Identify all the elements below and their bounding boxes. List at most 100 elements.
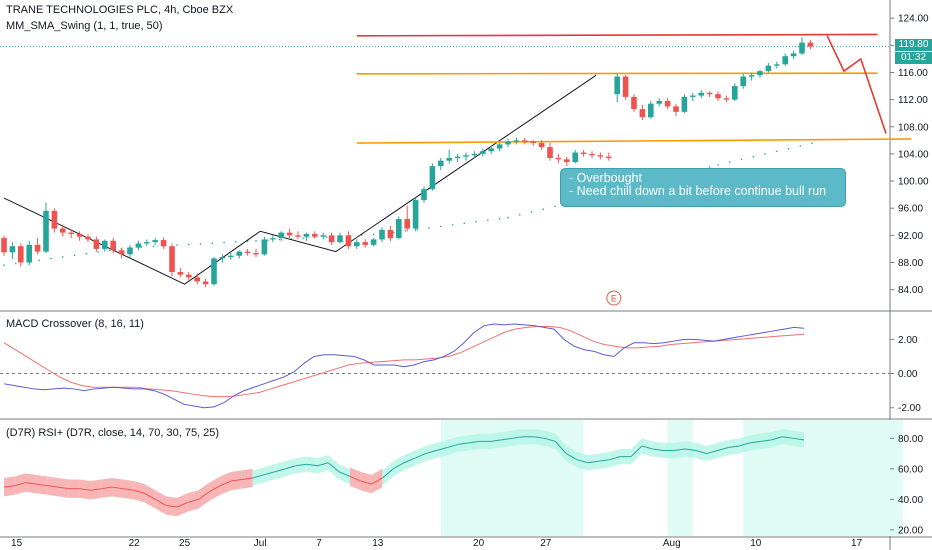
candle-body: [782, 56, 788, 65]
rsi-line-segment: [338, 471, 351, 477]
rsi-line-segment: [490, 439, 502, 442]
rsi-line-segment: [79, 488, 91, 491]
candle-body: [438, 160, 444, 167]
candle-body: [454, 156, 461, 158]
sma-dot: [85, 252, 88, 255]
candle-body: [387, 229, 394, 239]
candle-body: [286, 232, 293, 236]
rsi-line-segment: [436, 446, 448, 452]
rsi-line-segment: [306, 463, 318, 467]
rsi-line-segment: [728, 445, 740, 448]
sma-dot: [188, 243, 190, 246]
candle-body: [555, 157, 562, 160]
candle-body: [488, 148, 494, 152]
rsi-line-segment: [155, 498, 167, 506]
countdown-tag: 01:32: [895, 52, 932, 64]
annotation-line-2: - Need chill down a bit before continue …: [569, 184, 827, 198]
sma-dot: [530, 211, 533, 213]
rsi-line-segment: [554, 441, 567, 454]
rsi-line-segment: [101, 486, 113, 490]
sma-dot: [255, 239, 257, 242]
sma-dot: [14, 262, 17, 265]
sma-dot: [266, 239, 269, 241]
price-axis-label: 96.00: [898, 204, 923, 215]
candle-body: [362, 242, 368, 245]
price-axis-label: 124.00: [898, 14, 929, 25]
time-axis-label: 27: [540, 538, 552, 549]
candle-body: [127, 247, 133, 255]
sma-dot: [811, 142, 813, 145]
rsi-pane-title: (D7R) RSI+ (D7R, close, 14, 70, 30, 75, …: [6, 427, 220, 439]
candle-body: [370, 239, 377, 245]
sma-dot: [140, 246, 143, 248]
sma-dot: [451, 224, 454, 226]
candle-body: [606, 156, 612, 158]
rsi-line-segment: [652, 448, 664, 452]
candle-body: [43, 210, 49, 252]
candle-body: [463, 155, 469, 157]
candle-body: [320, 235, 326, 237]
support-line-upper: [356, 72, 878, 75]
sma-dot: [463, 222, 466, 225]
candle-body: [732, 86, 738, 100]
candle-body: [118, 250, 125, 255]
candle-body: [681, 96, 688, 112]
sma-dot: [752, 155, 755, 158]
candle-body: [446, 157, 452, 161]
rsi-line-segment: [512, 436, 523, 439]
rsi-line-segment: [447, 443, 459, 448]
resistance-line: [356, 33, 878, 37]
candle-body: [144, 242, 150, 244]
candle-body: [186, 274, 192, 278]
rsi-line-segment: [425, 450, 437, 455]
candle-body: [715, 94, 721, 99]
swing-line: [3, 74, 597, 285]
price-axis-label: 104.00: [898, 149, 929, 160]
candle-body: [790, 53, 797, 57]
sma-dot: [554, 205, 556, 208]
rsi-line-segment: [738, 442, 751, 447]
sma-dot: [97, 251, 99, 253]
annotation-callout[interactable]: - Overbought - Need chill down a bit bef…: [560, 168, 846, 207]
rsi-line-segment: [360, 480, 372, 485]
rsi-line-segment: [609, 456, 621, 461]
candle-body: [572, 152, 578, 163]
sma-dot: [717, 163, 719, 166]
candle-body: [807, 42, 814, 47]
rsi-line-segment: [284, 465, 297, 470]
sma-dot: [109, 249, 111, 252]
candle-body: [471, 153, 478, 156]
rsi-axis-label: 60.00: [898, 464, 923, 475]
candle-body: [169, 246, 175, 272]
time-axis-label: Aug: [663, 538, 681, 549]
candle-body: [202, 281, 209, 285]
candle-body: [547, 147, 553, 158]
rsi-line-segment: [241, 477, 253, 481]
rsi-line-segment: [209, 485, 221, 493]
candle-body: [538, 143, 545, 148]
candle-body: [765, 65, 772, 72]
rsi-line-segment: [771, 436, 783, 441]
candle-body: [656, 100, 662, 104]
sma-dot: [278, 238, 281, 241]
candle-body: [429, 166, 436, 190]
rsi-line-segment: [166, 504, 178, 508]
candle-body: [261, 239, 268, 255]
indicator-title: MM_SMA_Swing (1, 1, true, 50): [6, 20, 163, 32]
candle-body: [530, 141, 536, 144]
rsi-axis-label: 40.00: [898, 495, 923, 506]
sma-dot: [199, 242, 202, 245]
sma-dot: [507, 216, 509, 219]
sma-dot: [62, 256, 64, 258]
sma-dot: [3, 264, 5, 267]
sma-dot: [211, 242, 214, 244]
candle-body: [244, 251, 251, 253]
candle-body: [597, 155, 604, 157]
sma-dot: [440, 225, 442, 228]
rsi-line-segment: [382, 468, 394, 479]
rsi-line-segment: [252, 474, 264, 479]
projection-path: [826, 35, 887, 134]
candle-body: [236, 251, 242, 256]
rsi-line-segment: [133, 489, 145, 494]
